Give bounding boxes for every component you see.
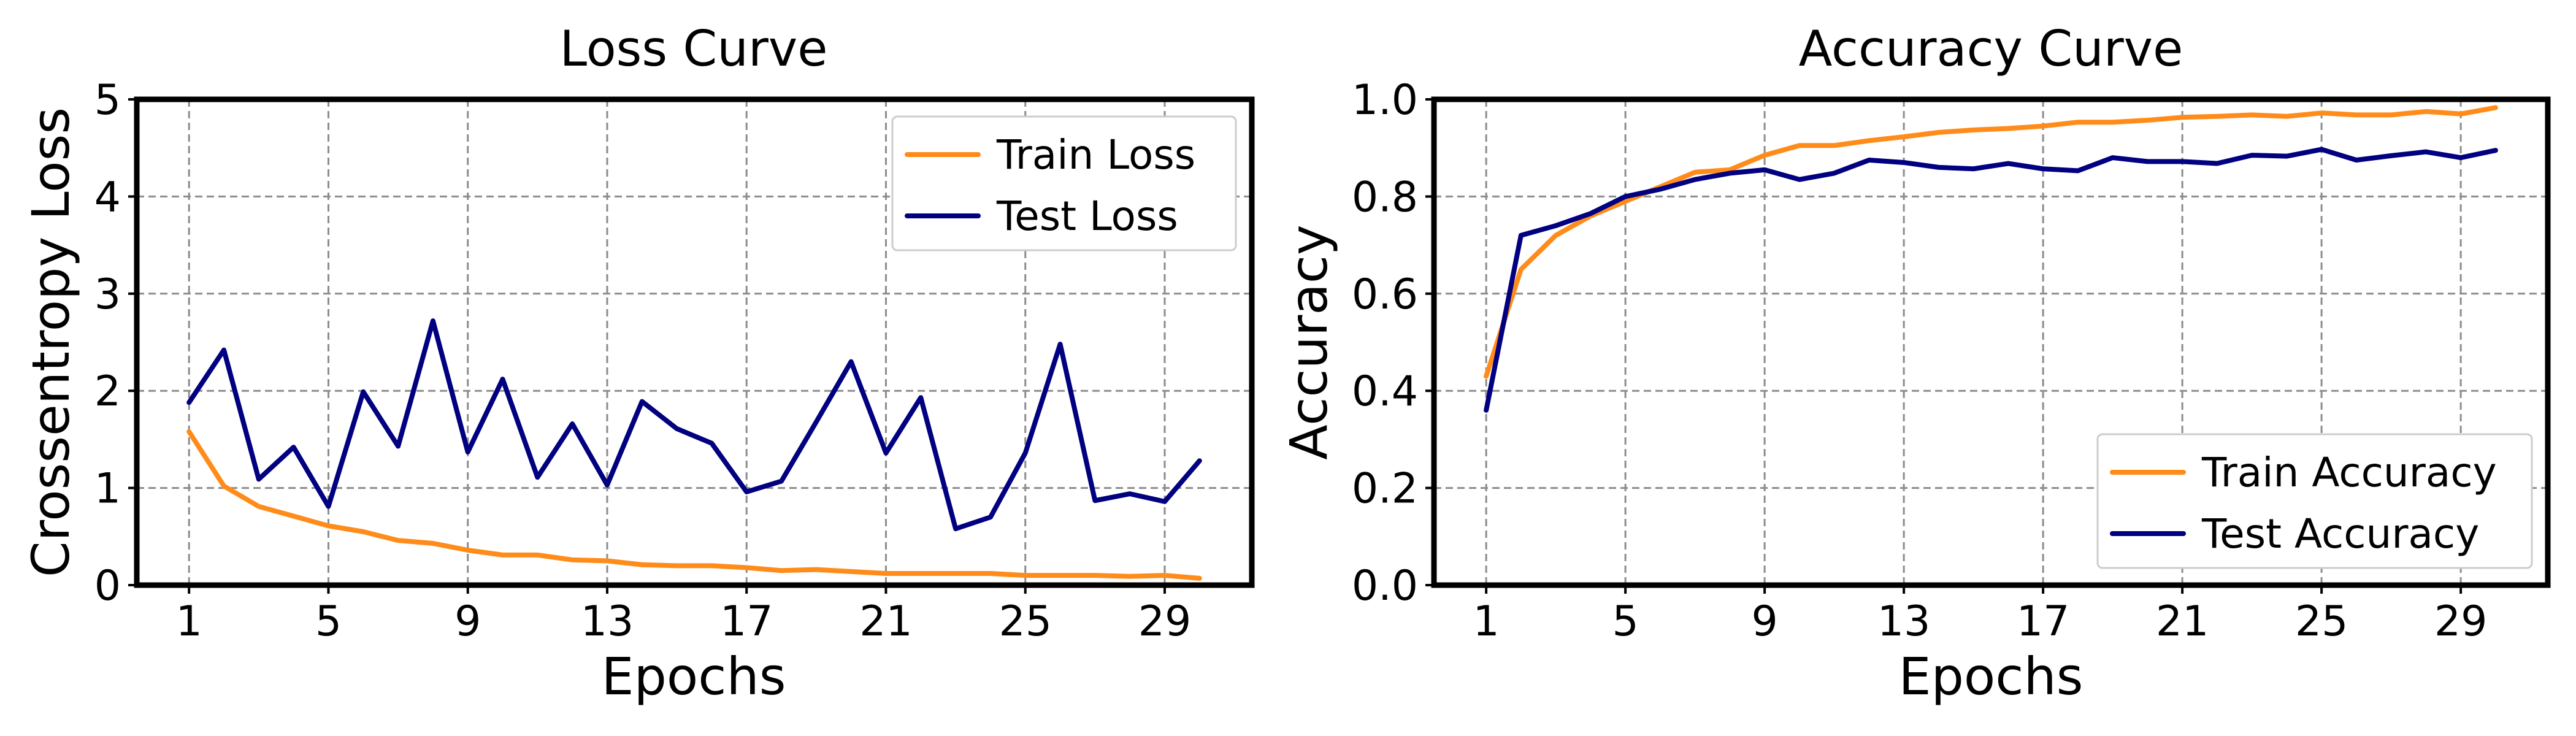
accuracy-y-tick-label: 0.4 (1352, 367, 1418, 416)
loss-legend-label: Test Loss (996, 193, 1178, 240)
accuracy-chart-ylabel: Accuracy (1279, 224, 1339, 460)
accuracy-series-line-train-accuracy (1484, 105, 2498, 379)
accuracy-y-tick-label: 0.0 (1352, 562, 1418, 610)
loss-y-tick-label: 1 (94, 465, 121, 513)
loss-chart-title: Loss Curve (560, 20, 828, 77)
accuracy-x-tick-label: 5 (1612, 597, 1638, 646)
loss-y-tick-label: 4 (94, 173, 121, 221)
loss-chart-xlabel: Epochs (602, 646, 786, 707)
accuracy-chart-xlabel: Epochs (1899, 646, 2083, 707)
loss-x-tick-label: 25 (999, 597, 1052, 646)
loss-y-tick-label: 0 (94, 562, 121, 610)
accuracy-x-tick-label: 25 (2295, 597, 2348, 646)
loss-series-line-test-loss (186, 318, 1202, 532)
accuracy-chart-panel: Accuracy Curve Epochs Accuracy (1279, 20, 2183, 707)
accuracy-legend: Train Accuracy Test Accuracy (2096, 433, 2533, 569)
loss-y-tick-label: 5 (94, 76, 121, 125)
loss-x-tick-label: 9 (454, 597, 481, 646)
loss-series-line-train-loss (186, 429, 1202, 581)
accuracy-legend-box (2096, 433, 2533, 569)
accuracy-x-tick-label: 17 (2017, 597, 2070, 646)
loss-x-tick-label: 1 (176, 597, 202, 646)
loss-y-tick-label: 2 (94, 367, 121, 416)
loss-chart-ylabel: Crossentropy Loss (21, 107, 81, 577)
accuracy-y-tick-label: 1.0 (1352, 76, 1418, 125)
accuracy-chart-title: Accuracy Curve (1799, 20, 2183, 77)
loss-x-tick-label: 13 (581, 597, 634, 646)
loss-x-tick-label: 29 (1138, 597, 1192, 646)
accuracy-x-tick-label: 29 (2434, 597, 2488, 646)
loss-x-tick-label: 17 (720, 597, 773, 646)
accuracy-x-tick-label: 13 (1877, 597, 1931, 646)
accuracy-legend-label: Train Accuracy (2201, 449, 2497, 496)
loss-chart-panel: Loss Curve Epochs Crossentropy Loss (21, 20, 827, 707)
accuracy-plot-frame (1431, 96, 2551, 588)
loss-legend-label: Train Loss (996, 131, 1195, 178)
loss-plot-frame (134, 96, 1255, 588)
accuracy-x-tick-label: 9 (1751, 597, 1777, 646)
loss-legend: Train Loss Test Loss (891, 115, 1237, 251)
accuracy-y-tick-label: 0.8 (1352, 173, 1418, 221)
accuracy-y-tick-label: 0.2 (1352, 465, 1418, 513)
accuracy-series-line-test-accuracy (1484, 147, 2498, 413)
loss-y-tick-label: 3 (94, 270, 121, 319)
accuracy-x-tick-label: 21 (2156, 597, 2209, 646)
accuracy-x-tick-label: 1 (1473, 597, 1499, 646)
accuracy-y-tick-label: 0.6 (1352, 270, 1418, 319)
accuracy-chart-plot: 1 5 9 13 17 21 25 29 0.0 0.2 0.4 0.6 0.8 1.0 Train Acc… (1352, 76, 2551, 646)
loss-x-tick-label: 5 (315, 597, 342, 646)
loss-x-tick-label: 21 (859, 597, 913, 646)
accuracy-legend-label: Test Accuracy (2201, 510, 2479, 558)
loss-chart-plot: 1 5 9 13 17 21 25 29 0 1 2 3 4 5 Train Loss Test Loss (94, 76, 1255, 646)
